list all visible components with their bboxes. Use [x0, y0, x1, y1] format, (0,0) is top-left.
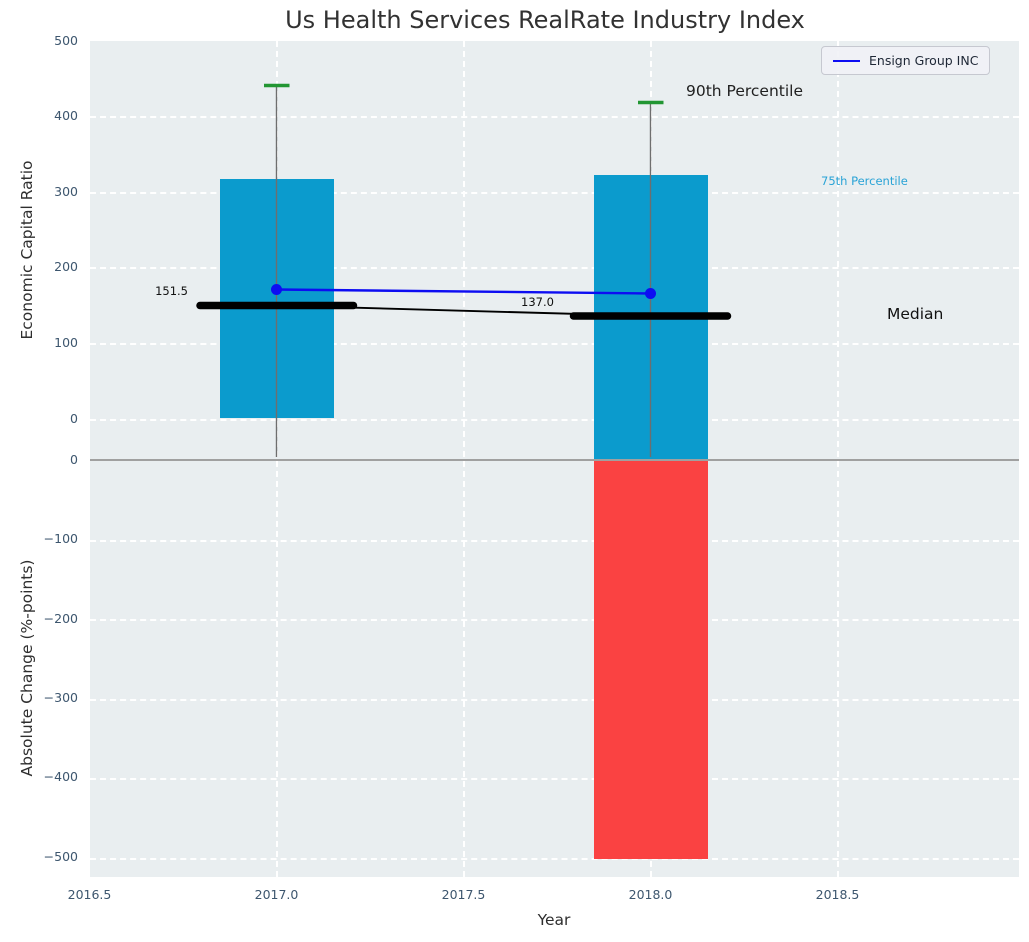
- iqr-box-2018: [593, 174, 708, 460]
- xtick-2017-5: 2017.5: [441, 887, 486, 902]
- ytick-0: 0: [70, 411, 78, 426]
- gridline-y-neg100: [90, 539, 1019, 542]
- median-annotation: Median: [887, 305, 944, 323]
- gridline-y-neg500: [90, 857, 1019, 860]
- gridline-y-neg400: [90, 778, 1019, 780]
- median-value-label-2017: 151.5: [155, 284, 188, 298]
- legend: Ensign Group INC: [821, 46, 991, 75]
- ytick-neg200: −200: [43, 611, 78, 626]
- zero-baseline: [90, 459, 1019, 461]
- y-axis-label-top: Economic Capital Ratio: [18, 160, 36, 340]
- gridline-y-0: [90, 419, 1019, 421]
- xtick-2017-0: 2017.0: [254, 887, 299, 902]
- ytick-400: 400: [54, 108, 78, 123]
- bottom-panel-background: [90, 460, 1019, 877]
- ytick-b0: 0: [70, 452, 78, 467]
- y-axis-label-bottom: Absolute Change (%-points): [18, 559, 36, 777]
- gridline-y-200: [90, 267, 1019, 269]
- legend-line-swatch: [833, 59, 860, 62]
- ytick-neg300: −300: [43, 690, 78, 705]
- iqr-box-2017: [219, 179, 334, 418]
- gridline-y-100: [90, 343, 1019, 345]
- ytick-500: 500: [54, 33, 78, 48]
- xtick-2018-0: 2018.0: [628, 887, 673, 902]
- gridline-y-neg300: [90, 698, 1019, 701]
- median-value-label-2018: 137.0: [521, 295, 554, 309]
- ytick-neg500: −500: [43, 849, 78, 864]
- gridline-y-300: [90, 191, 1019, 194]
- ytick-100: 100: [54, 335, 78, 350]
- ytick-200: 200: [54, 259, 78, 274]
- gridline-y-400: [90, 116, 1019, 118]
- ytick-300: 300: [54, 184, 78, 199]
- x-axis-label: Year: [537, 911, 571, 929]
- xtick-2016-5: 2016.5: [67, 887, 112, 902]
- gridline-y-neg200: [90, 619, 1019, 621]
- ytick-neg100: −100: [43, 531, 78, 546]
- chart-title: Us Health Services RealRate Industry Ind…: [285, 6, 805, 34]
- ytick-neg400: −400: [43, 769, 78, 784]
- p75-annotation: 75th Percentile: [821, 174, 908, 188]
- xtick-2018-5: 2018.5: [815, 887, 860, 902]
- negative-change-bar-2018: [593, 461, 708, 859]
- legend-series-label: Ensign Group INC: [869, 53, 979, 68]
- p90-annotation: 90th Percentile: [686, 82, 804, 100]
